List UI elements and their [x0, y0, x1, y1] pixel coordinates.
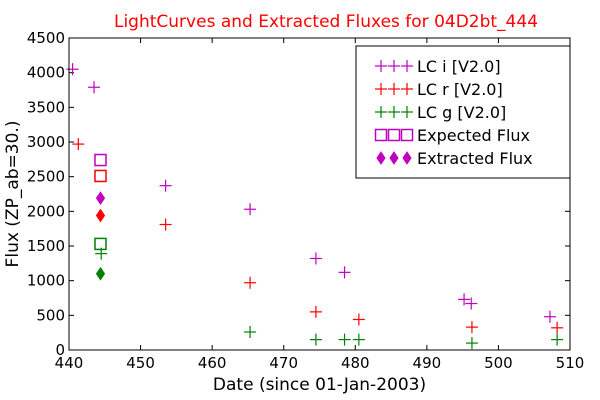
x-tick-label: 470: [269, 354, 298, 372]
tick-labels: 440 450 460 470 480 490 500 510 0 500 1000 1500 2000…: [27, 29, 585, 372]
legend-marker: [388, 60, 400, 72]
data-marks: [66, 63, 564, 350]
data-point-plus: [159, 218, 172, 231]
legend-marker: [387, 128, 401, 142]
data-point-plus: [465, 297, 478, 310]
data-point-plus: [352, 313, 365, 326]
legend-marker: [376, 151, 386, 165]
y-tick-label: 3000: [27, 133, 65, 151]
legend-marker: [374, 128, 388, 142]
data-point-plus: [309, 305, 322, 318]
data-point-plus: [309, 333, 322, 346]
data-point-plus: [458, 293, 471, 306]
y-tick-label: 2500: [27, 168, 65, 186]
legend-marker: [375, 83, 387, 95]
data-point-plus: [551, 333, 564, 346]
data-point-diamond: [95, 208, 106, 223]
data-point-plus: [465, 321, 478, 334]
y-tick-label: 4000: [27, 64, 65, 82]
data-point-square: [94, 153, 107, 167]
legend-marker: [402, 151, 412, 165]
legend-marker: [401, 60, 413, 72]
y-tick-label: 3500: [27, 98, 65, 116]
data-point-square: [94, 169, 107, 183]
data-point-plus: [244, 325, 257, 338]
data-point-plus: [244, 276, 257, 289]
legend-label: LC i [V2.0]: [417, 57, 501, 76]
legend-marker: [401, 106, 413, 118]
x-tick-label: 440: [55, 354, 84, 372]
chart-title: LightCurves and Extracted Fluxes for 04D…: [114, 12, 538, 32]
x-tick-label: 450: [126, 354, 155, 372]
legend-label: LC r [V2.0]: [417, 80, 503, 99]
data-point-plus: [66, 63, 79, 76]
data-point-plus: [309, 252, 322, 265]
legend-marker: [375, 106, 387, 118]
data-point-diamond: [95, 266, 106, 281]
legend-marker: [375, 60, 387, 72]
y-axis-label: Flux (ZP_ab=30.): [3, 121, 23, 268]
data-point-diamond: [95, 191, 106, 206]
legend: LC i [V2.0] LC r [V2.0] LC g [V2.0] Expecte…: [355, 45, 571, 179]
y-tick-label: 2000: [27, 202, 65, 220]
x-tick-label: 500: [484, 354, 513, 372]
data-point-plus: [352, 333, 365, 346]
x-tick-label: 480: [341, 354, 370, 372]
legend-marker: [389, 151, 399, 165]
x-tick-label: 510: [556, 354, 585, 372]
legend-label: Expected Flux: [417, 126, 530, 145]
plot-frame: [68, 37, 571, 351]
data-point-plus: [72, 138, 85, 151]
data-point-plus: [159, 179, 172, 192]
data-point-plus: [338, 266, 351, 279]
legend-label: LC g [V2.0]: [417, 103, 506, 122]
legend-label: Extracted Flux: [417, 149, 533, 168]
y-tick-label: 500: [36, 306, 65, 324]
legend-marker: [401, 83, 413, 95]
y-tick-label: 1500: [27, 237, 65, 255]
legend-marker: [388, 106, 400, 118]
y-tick-label: 1000: [27, 272, 65, 290]
data-point-square: [94, 237, 107, 251]
x-tick-label: 460: [198, 354, 227, 372]
data-point-plus: [338, 333, 351, 346]
y-tick-label: 4500: [27, 29, 65, 47]
data-point-plus: [465, 337, 478, 350]
data-point-plus: [88, 81, 101, 94]
y-tick-label: 0: [55, 341, 65, 359]
x-tick-label: 490: [413, 354, 442, 372]
data-point-plus: [244, 203, 257, 216]
x-axis-label: Date (since 01-Jan-2003): [213, 375, 426, 395]
data-point-plus: [543, 310, 556, 323]
legend-marker: [388, 83, 400, 95]
data-point-plus: [551, 321, 564, 334]
legend-marker: [400, 128, 414, 142]
